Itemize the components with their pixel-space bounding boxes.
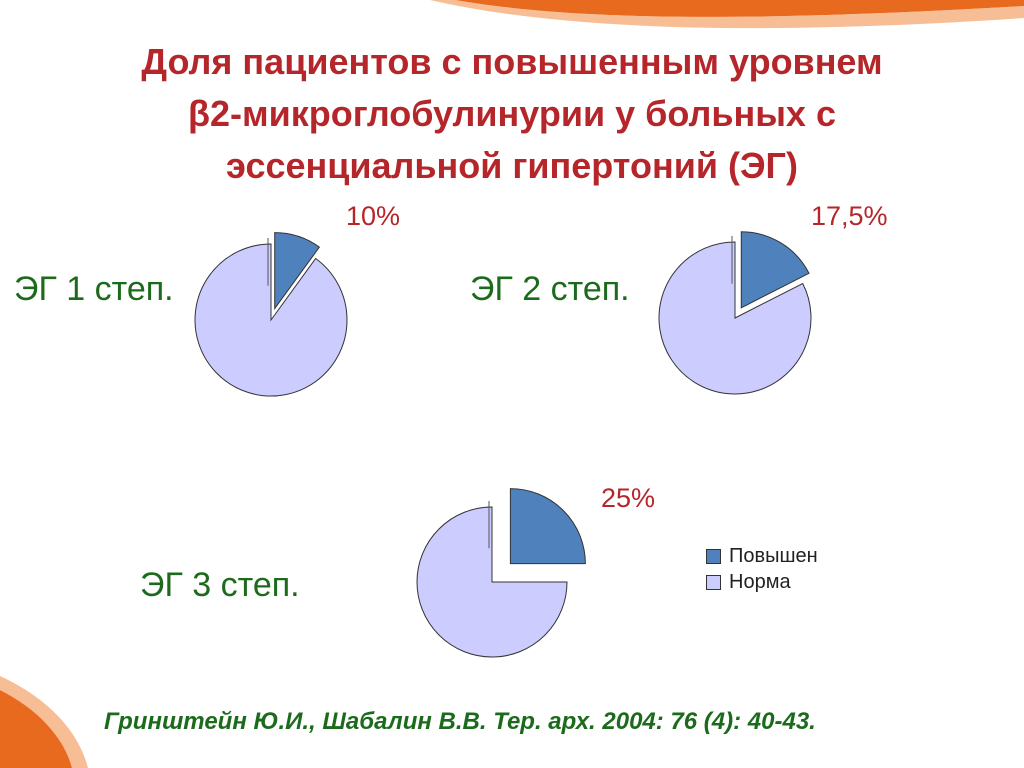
legend-item-normal: Норма	[706, 569, 818, 595]
legend-label-elevated: Повышен	[729, 544, 818, 567]
bottom-left-orange-swoosh-light	[0, 676, 88, 768]
top-orange-swoosh	[455, 0, 1024, 17]
legend: Повышен Норма	[706, 543, 818, 595]
slice-elevated	[274, 232, 321, 311]
legend-label-normal: Норма	[729, 570, 791, 593]
bottom-left-orange-swoosh	[0, 690, 72, 768]
slide-title: Доля пациентов с повышенным уровнем β2-м…	[40, 36, 984, 192]
pie-chart-eg2	[658, 231, 812, 395]
group-label-eg2: ЭГ 2 степ.	[470, 270, 630, 308]
data-label-eg3: 25%	[601, 483, 656, 513]
data-label-eg1: 10%	[346, 201, 401, 231]
source-citation: Гринштейн Ю.И., Шабалин В.В. Тер. арх. 2…	[104, 708, 816, 735]
slice-normal	[658, 241, 812, 395]
title-line-3: эссенциальной гипертоний (ЭГ)	[226, 145, 798, 186]
pie-chart-eg1	[194, 232, 348, 397]
slice-elevated	[740, 231, 810, 309]
title-line-1: Доля пациентов с повышенным уровнем	[141, 41, 883, 82]
legend-swatch-normal	[706, 574, 721, 590]
title-line-2: β2-микроглобулинурии у больных с	[188, 93, 836, 134]
top-orange-swoosh-light	[430, 0, 1024, 29]
group-label-eg3: ЭГ 3 степ.	[140, 566, 300, 604]
slice-normal	[194, 243, 348, 397]
data-label-eg2: 17,5%	[811, 201, 888, 231]
legend-swatch-elevated	[706, 548, 721, 564]
slice-normal	[416, 506, 568, 658]
group-label-eg1: ЭГ 1 степ.	[14, 270, 174, 308]
legend-item-elevated: Повышен	[706, 543, 818, 569]
pie-chart-eg3	[416, 488, 586, 658]
slice-elevated	[509, 488, 586, 565]
